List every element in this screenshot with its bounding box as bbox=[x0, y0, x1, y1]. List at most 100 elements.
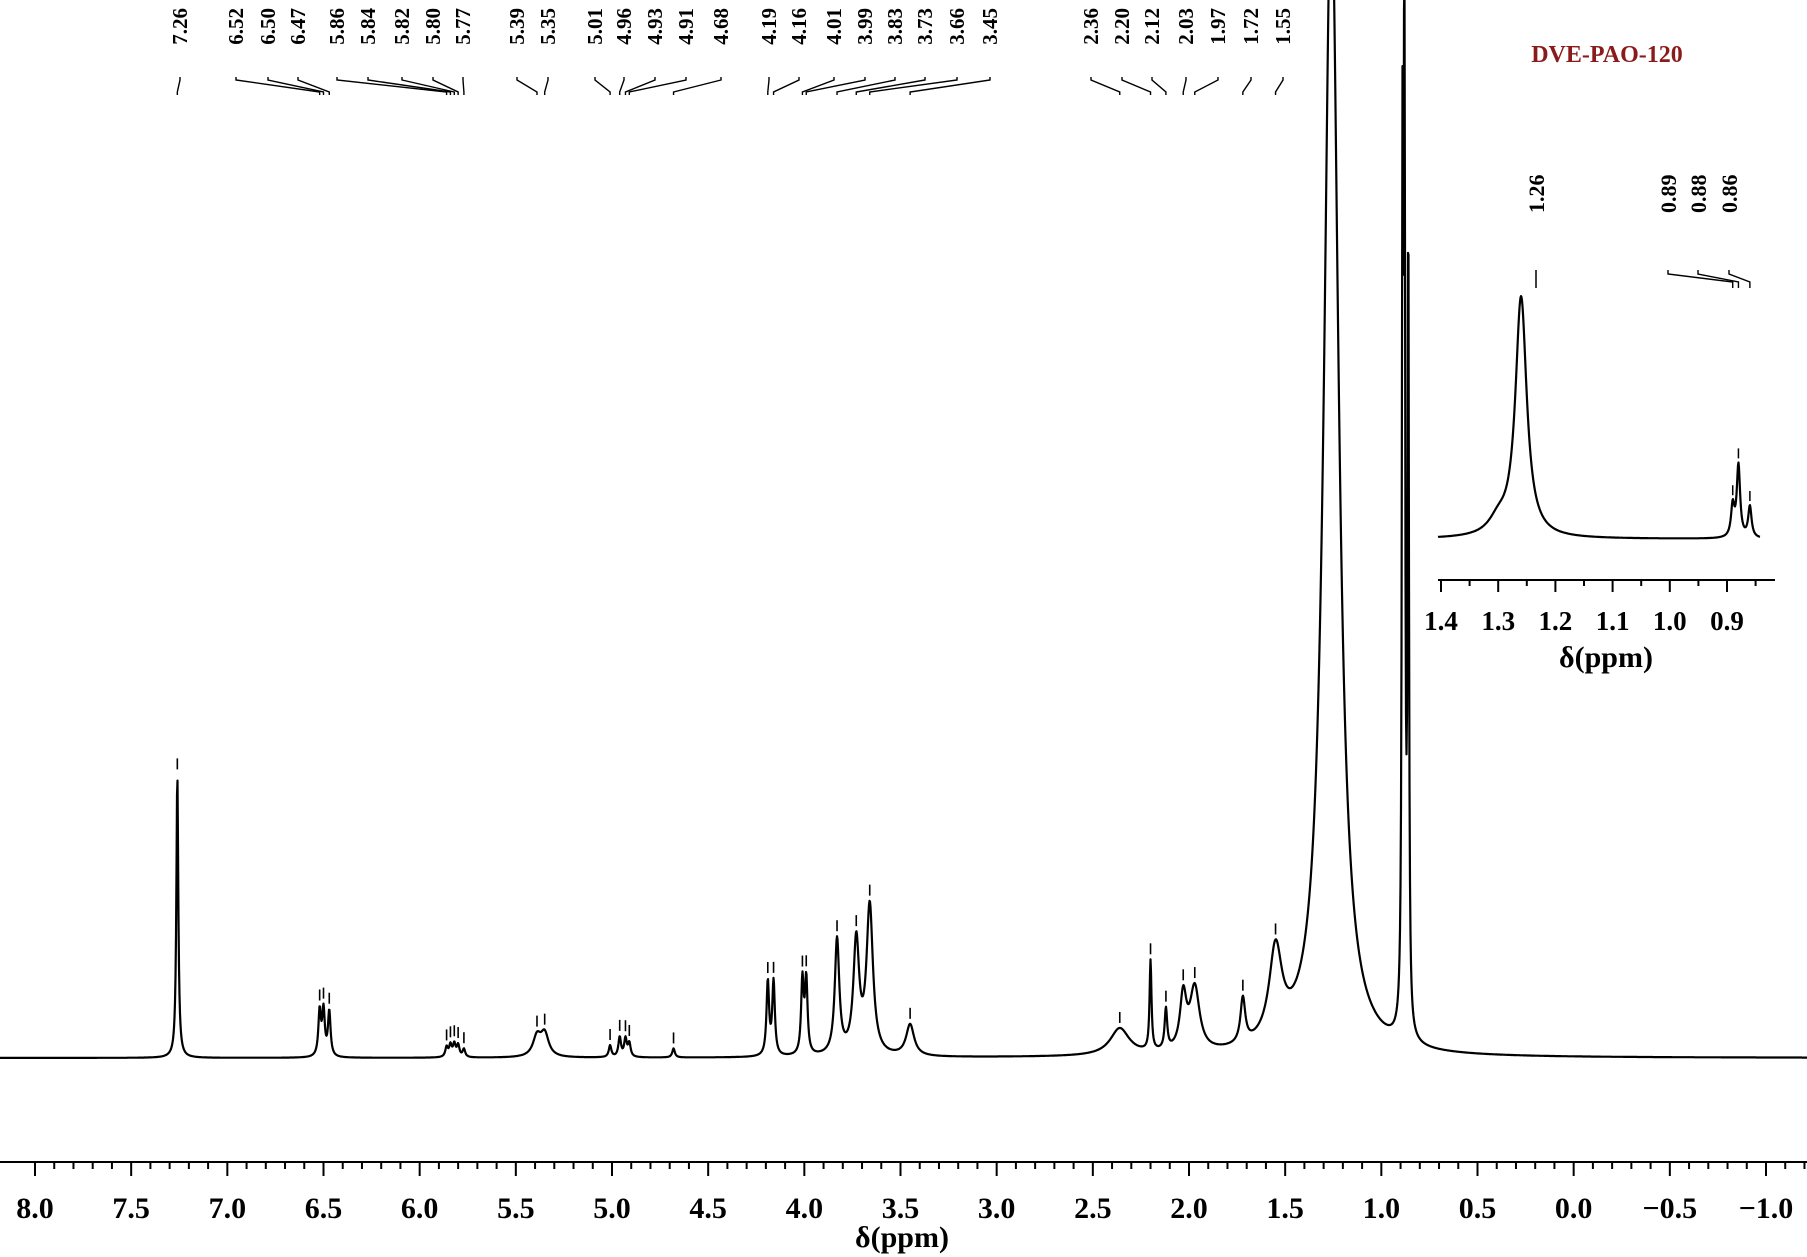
inset-x-axis: 1.4 1.3 1.2 1.1 1.0 0.9 bbox=[1424, 579, 1775, 636]
main-peak-label: 6.47 bbox=[286, 8, 310, 45]
main-peak-label: 5.35 bbox=[536, 8, 560, 45]
main-x-tick-label: 2.5 bbox=[1074, 1192, 1112, 1225]
inset-x-tick-label: 0.9 bbox=[1710, 606, 1744, 636]
inset-x-tick-label: 1.2 bbox=[1539, 606, 1573, 636]
main-peak-label: 4.01 bbox=[822, 8, 846, 45]
main-x-tick-label: 0.5 bbox=[1459, 1192, 1497, 1225]
main-peak-label: 1.97 bbox=[1206, 8, 1230, 45]
main-x-tick-label: 0.0 bbox=[1555, 1192, 1593, 1225]
main-x-tick-label: 6.0 bbox=[401, 1192, 439, 1225]
main-x-tick-label: 7.5 bbox=[112, 1192, 150, 1225]
main-peak-label: 1.72 bbox=[1239, 8, 1263, 45]
inset-peak-label: 0.89 bbox=[1656, 175, 1681, 214]
inset-x-tick-label: 1.0 bbox=[1653, 606, 1687, 636]
main-peak-label: 2.20 bbox=[1110, 8, 1134, 45]
main-peak-label: 4.93 bbox=[643, 8, 667, 45]
main-peak-leader bbox=[672, 77, 722, 95]
main-peak-label: 5.77 bbox=[451, 8, 475, 45]
inset-spectrum-plot: 1.26 0.89 0.88 0.86 1.4 1.3 1.2 1.1 1.0 0.9 δ(pp… bbox=[1424, 175, 1775, 674]
main-peak-leader bbox=[909, 77, 991, 95]
main-peak-leader bbox=[401, 77, 455, 95]
main-peak-label: 5.39 bbox=[505, 8, 529, 45]
main-peak-leader bbox=[432, 77, 459, 95]
main-peak-label: 4.96 bbox=[612, 8, 636, 45]
main-x-axis-title: δ(ppm) bbox=[855, 1221, 949, 1254]
inset-x-axis-title: δ(ppm) bbox=[1559, 641, 1653, 674]
main-peak-label: 4.68 bbox=[709, 8, 733, 45]
main-peak-leader bbox=[367, 77, 452, 95]
main-peak-label: 3.99 bbox=[853, 8, 877, 45]
main-x-tick-label: 5.0 bbox=[593, 1192, 631, 1225]
main-peak-label: 4.16 bbox=[787, 8, 811, 45]
main-peak-leader bbox=[772, 77, 800, 95]
main-peak-label: 3.66 bbox=[945, 8, 969, 45]
main-x-tick-label: −1.0 bbox=[1739, 1192, 1794, 1225]
main-peak-leader bbox=[801, 77, 835, 95]
main-peak-label: 3.45 bbox=[978, 8, 1002, 45]
inset-peak-leader bbox=[1667, 270, 1734, 288]
main-peak-leader bbox=[767, 77, 770, 95]
main-x-tick-label: 3.0 bbox=[978, 1192, 1016, 1225]
inset-peak-label: 0.88 bbox=[1686, 175, 1711, 214]
main-peak-leader bbox=[855, 77, 926, 95]
main-peak-leader bbox=[235, 77, 321, 95]
main-x-tick-label: 4.0 bbox=[786, 1192, 824, 1225]
inset-x-tick-label: 1.1 bbox=[1596, 606, 1630, 636]
main-x-tick-label: 3.5 bbox=[882, 1192, 920, 1225]
inset-peak-labels: 1.26 0.89 0.88 0.86 bbox=[1524, 175, 1751, 501]
main-peak-leader bbox=[594, 77, 611, 95]
main-peak-label: 2.36 bbox=[1079, 8, 1103, 45]
inset-peak-label: 0.86 bbox=[1717, 175, 1742, 214]
main-peak-label: 2.03 bbox=[1174, 8, 1198, 45]
main-peak-leader bbox=[1151, 77, 1167, 95]
main-peak-leader bbox=[176, 77, 181, 95]
main-peak-label: 7.26 bbox=[168, 8, 192, 45]
main-x-tick-label: 1.0 bbox=[1363, 1192, 1401, 1225]
main-x-tick-label: 8.0 bbox=[16, 1192, 54, 1225]
main-peak-leader bbox=[267, 77, 325, 95]
main-peak-leader bbox=[1194, 77, 1219, 95]
main-peak-leader bbox=[836, 77, 896, 95]
main-peak-leader bbox=[516, 77, 538, 95]
main-peak-labels: 7.26 6.52 6.50 6.47 5.86 5.84 5.82 5.80 5.77 5.39… bbox=[168, 8, 1295, 1044]
main-x-tick-label: 7.0 bbox=[209, 1192, 247, 1225]
main-x-tick-label: 6.5 bbox=[305, 1192, 343, 1225]
main-peak-leader bbox=[628, 77, 687, 95]
inset-peak-label: 1.26 bbox=[1524, 175, 1549, 214]
main-peak-label: 3.73 bbox=[913, 8, 937, 45]
main-peak-leader bbox=[869, 77, 958, 95]
main-x-tick-label: 5.5 bbox=[497, 1192, 535, 1225]
main-peak-leader bbox=[1242, 77, 1252, 95]
main-x-axis: 8.0 7.5 7.0 6.5 6.0 5.5 5.0 4.5 4.0 3.5 3.0 2.5 2.0 1… bbox=[0, 1161, 1807, 1225]
main-x-tick-label: 1.5 bbox=[1266, 1192, 1304, 1225]
main-peak-leader bbox=[1090, 77, 1121, 95]
main-peak-label: 6.50 bbox=[256, 8, 280, 45]
main-peak-label: 3.83 bbox=[883, 8, 907, 45]
main-spectrum-trace bbox=[0, 0, 1807, 1059]
main-peak-label: 1.55 bbox=[1271, 8, 1295, 45]
main-peak-leader bbox=[336, 77, 448, 95]
main-x-tick-label: 4.5 bbox=[689, 1192, 727, 1225]
inset-peak-leader bbox=[1697, 270, 1740, 288]
inset-spectrum-trace bbox=[1437, 295, 1761, 540]
main-peak-leader bbox=[462, 77, 465, 95]
main-peak-label: 6.52 bbox=[224, 8, 248, 45]
main-x-tick-label: 2.0 bbox=[1170, 1192, 1208, 1225]
main-peak-leader bbox=[624, 77, 656, 95]
main-peak-leader bbox=[618, 77, 625, 95]
main-peak-leader bbox=[805, 77, 866, 95]
main-peak-label: 5.86 bbox=[325, 8, 349, 45]
main-peak-leader bbox=[297, 77, 330, 95]
main-x-tick-label: −0.5 bbox=[1643, 1192, 1698, 1225]
inset-x-tick-label: 1.3 bbox=[1481, 606, 1515, 636]
main-peak-leader bbox=[1182, 77, 1187, 95]
main-peak-label: 5.82 bbox=[390, 8, 414, 45]
main-peak-label: 5.01 bbox=[583, 8, 607, 45]
main-peak-label: 4.19 bbox=[757, 8, 781, 45]
main-peak-label: 4.91 bbox=[674, 8, 698, 45]
main-peak-label: 2.12 bbox=[1140, 8, 1164, 45]
main-peak-leader bbox=[1274, 77, 1284, 95]
inset-peak-leader bbox=[1728, 270, 1751, 288]
